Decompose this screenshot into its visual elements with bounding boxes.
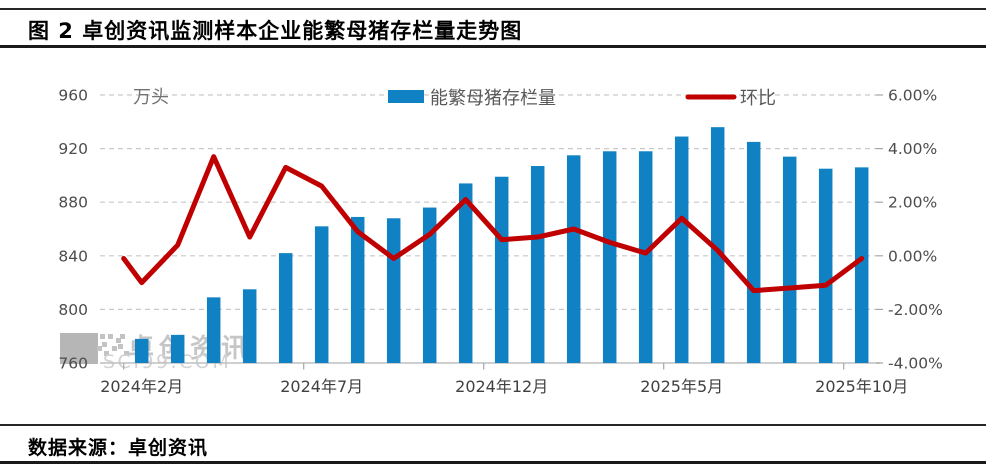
gridlines <box>100 94 880 364</box>
bar <box>782 156 797 363</box>
footer-top-rule <box>0 424 986 426</box>
bar <box>134 338 149 363</box>
x-axis-labels: 2024年2月 2024年7月 2024年12月 2025年5月 2025年10月 <box>100 363 908 396</box>
bar <box>242 289 257 363</box>
watermark-dot <box>116 338 121 343</box>
bar <box>350 216 365 363</box>
top-rule <box>0 8 986 10</box>
left-axis-labels: 960 920 880 840 800 760 <box>58 87 88 373</box>
bar <box>638 151 653 363</box>
bar <box>818 168 833 363</box>
bar <box>386 218 401 363</box>
watermark-dot <box>100 334 105 339</box>
right-axis-tick-label: -4.00% <box>888 355 943 373</box>
watermark-dot <box>112 346 117 351</box>
left-axis-tick-label: 760 <box>58 355 88 373</box>
watermark-dot <box>120 334 125 339</box>
right-axis-labels: 6.00% 4.00% 2.00% 0.00% -2.00% -4.00% <box>876 87 943 373</box>
watermark-dot <box>104 351 109 356</box>
bar <box>602 151 617 363</box>
title-underline-rule <box>0 45 986 48</box>
right-axis-tick-label: 2.00% <box>888 194 937 212</box>
x-axis-tick-label: 2025年5月 <box>640 377 723 396</box>
bar <box>710 127 725 363</box>
watermark-site: SCI99.COM <box>103 351 231 373</box>
left-axis-tick-label: 800 <box>58 301 88 319</box>
right-axis-tick-label: 6.00% <box>888 87 937 105</box>
left-axis-tick-label: 960 <box>58 87 88 105</box>
legend-bar-label: 能繁母猪存栏量 <box>430 88 556 109</box>
right-axis-tick-label: 0.00% <box>888 247 937 265</box>
legend: 能繁母猪存栏量 环比 <box>388 88 776 109</box>
bar <box>854 167 869 363</box>
bar <box>206 297 221 363</box>
bar <box>278 253 293 363</box>
bar-series <box>134 127 869 363</box>
right-axis-tick-label: 4.00% <box>888 140 937 158</box>
x-axis-tick-label: 2024年12月 <box>455 377 548 396</box>
watermark-logo-box <box>60 333 98 364</box>
watermark-dot <box>108 334 113 339</box>
bar <box>458 183 473 363</box>
bar <box>530 166 545 363</box>
bar <box>170 334 185 363</box>
data-source-label: 数据来源：卓创资讯 <box>28 437 209 459</box>
bar <box>674 136 689 363</box>
x-axis-tick-label: 2024年7月 <box>280 377 363 396</box>
x-axis-tick-label: 2024年2月 <box>100 377 183 396</box>
watermark-dot <box>118 344 123 349</box>
watermark-dot <box>102 342 107 347</box>
bar <box>746 141 761 363</box>
mom-line <box>121 154 865 294</box>
footer-bottom-rule <box>0 461 986 464</box>
left-axis-tick-label: 920 <box>58 140 88 158</box>
left-axis-unit-label: 万头 <box>133 87 169 108</box>
watermark-dot <box>124 351 129 356</box>
watermark-dot <box>97 346 102 351</box>
x-axis-tick-label: 2025年10月 <box>815 377 908 396</box>
bar <box>422 207 437 363</box>
right-axis-tick-label: -2.00% <box>888 301 943 319</box>
bar <box>314 226 329 363</box>
figure-title: 图 2 卓创资讯监测样本企业能繁母猪存栏量走势图 <box>28 19 523 43</box>
bar <box>494 176 509 363</box>
left-axis-tick-label: 880 <box>58 194 88 212</box>
bar <box>566 155 581 363</box>
left-axis-tick-label: 840 <box>58 247 88 265</box>
legend-bar-swatch <box>388 90 424 103</box>
legend-line-label: 环比 <box>740 88 776 109</box>
